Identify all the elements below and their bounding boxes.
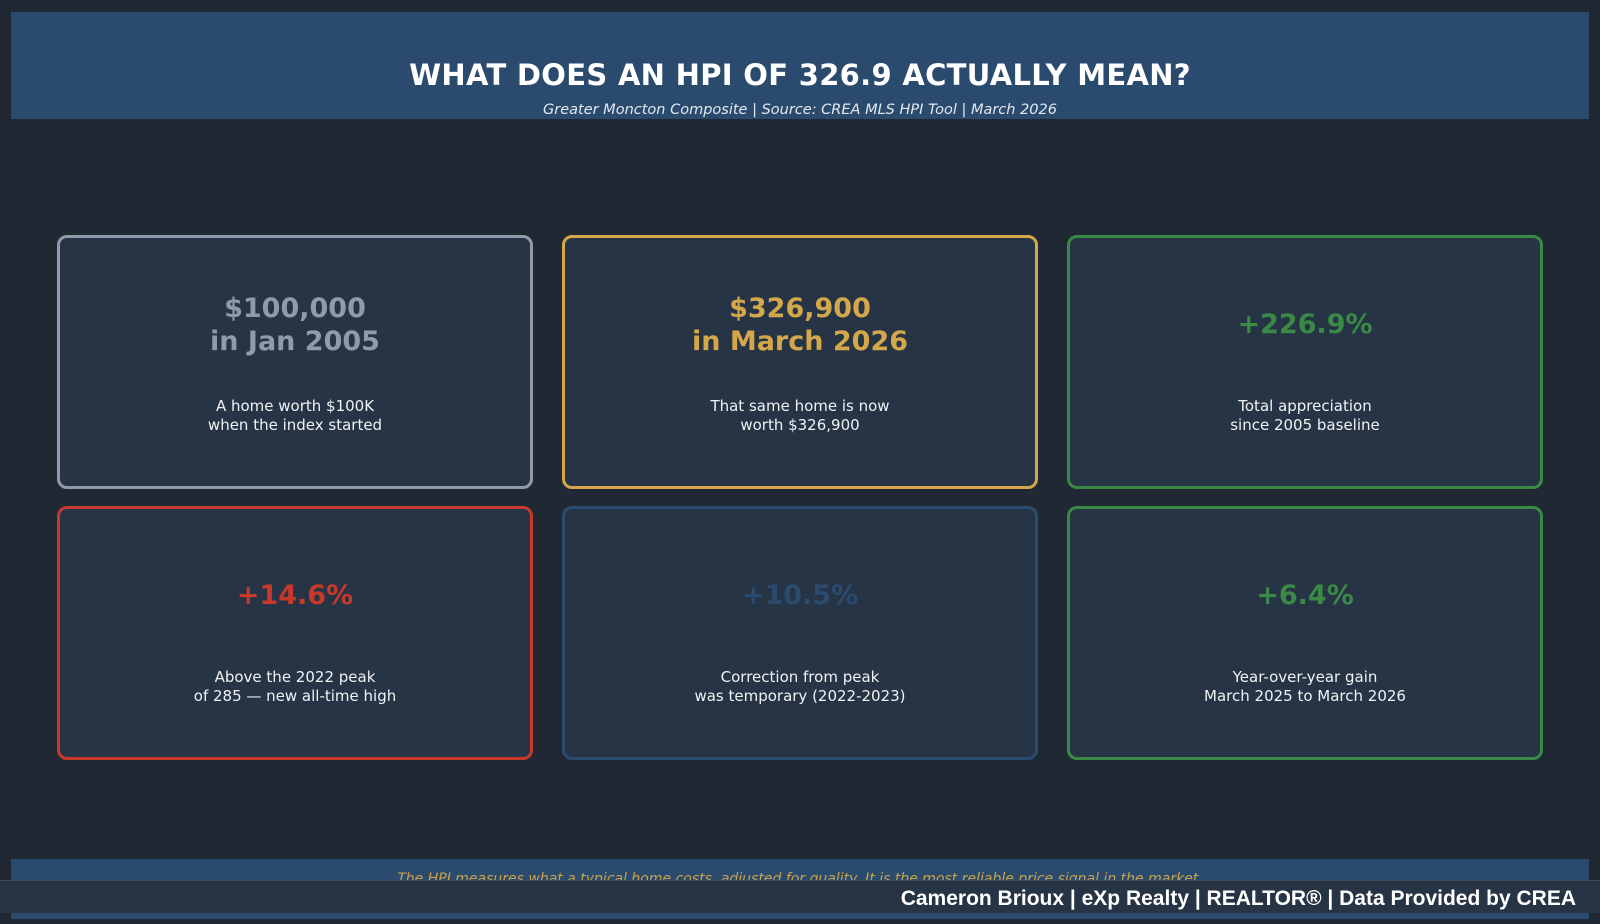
stat-period: in Jan 2005	[210, 326, 380, 357]
branding-bar: Cameron Brioux | eXp Realty | REALTOR® |…	[0, 880, 1600, 913]
page-title: WHAT DOES AN HPI OF 326.9 ACTUALLY MEAN?	[409, 58, 1191, 92]
stat-desc-line2: worth $326,900	[740, 416, 860, 434]
stat-value: $100,000	[224, 293, 366, 324]
stat-value: +14.6%	[236, 580, 354, 611]
stat-value: +6.4%	[1256, 580, 1354, 611]
stat-card-total-appreciation: +226.9% Total appreciation since 2005 ba…	[1067, 235, 1543, 489]
stat-description: Total appreciation since 2005 baseline	[1070, 397, 1540, 435]
stat-description: Year-over-year gain March 2025 to March …	[1070, 668, 1540, 706]
page-subtitle: Greater Moncton Composite | Source: CREA…	[543, 102, 1057, 118]
stat-desc-line1: A home worth $100K	[215, 397, 375, 415]
stat-description: Correction from peak was temporary (2022…	[565, 668, 1035, 706]
stat-desc-line2: since 2005 baseline	[1230, 416, 1380, 434]
stat-description: That same home is now worth $326,900	[565, 397, 1035, 435]
stat-desc-line1: Total appreciation	[1238, 397, 1372, 415]
stat-card-correction: +10.5% Correction from peak was temporar…	[562, 506, 1038, 760]
stat-headline: $326,900 in March 2026	[565, 292, 1035, 358]
branding-text: Cameron Brioux | eXp Realty | REALTOR® |…	[900, 887, 1576, 910]
stat-desc-line2: March 2025 to March 2026	[1204, 687, 1406, 705]
stat-desc-line1: Above the 2022 peak	[214, 668, 376, 686]
stat-value: $326,900	[729, 293, 871, 324]
stat-desc-line1: Correction from peak	[720, 668, 880, 686]
stat-period: in March 2026	[691, 326, 909, 357]
stat-desc-line1: Year-over-year gain	[1232, 668, 1378, 686]
stat-card-above-peak: +14.6% Above the 2022 peak of 285 — new …	[57, 506, 533, 760]
stat-card-yoy-gain: +6.4% Year-over-year gain March 2025 to …	[1067, 506, 1543, 760]
stat-card-baseline: $100,000 in Jan 2005 A home worth $100K …	[57, 235, 533, 489]
stat-desc-line2: was temporary (2022-2023)	[694, 687, 906, 705]
header-banner: WHAT DOES AN HPI OF 326.9 ACTUALLY MEAN?…	[11, 12, 1589, 119]
stat-value: +226.9%	[1237, 309, 1373, 340]
stat-desc-line2: of 285 — new all-time high	[193, 687, 397, 705]
stat-card-current: $326,900 in March 2026 That same home is…	[562, 235, 1038, 489]
stat-desc-line2: when the index started	[207, 416, 383, 434]
stat-headline: $100,000 in Jan 2005	[60, 292, 530, 358]
stat-description: Above the 2022 peak of 285 — new all-tim…	[60, 668, 530, 706]
stat-value: +10.5%	[741, 580, 859, 611]
stat-desc-line1: That same home is now	[710, 397, 890, 415]
stat-description: A home worth $100K when the index starte…	[60, 397, 530, 435]
